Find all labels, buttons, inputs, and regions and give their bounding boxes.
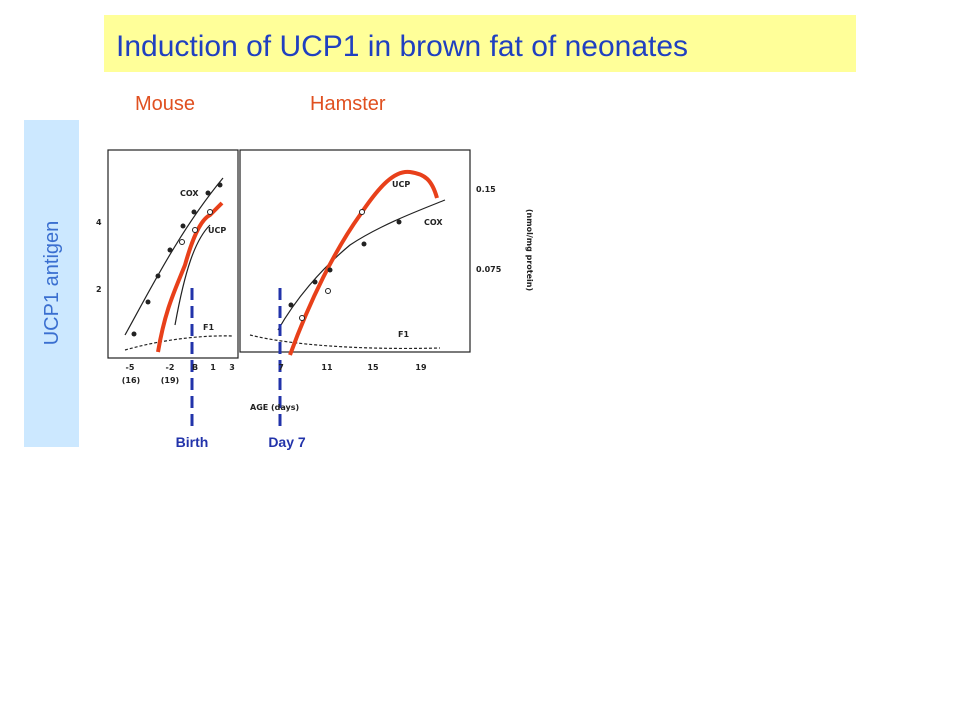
f1-curve [249,334,441,350]
figure-label: 4 [96,218,102,227]
figure-label: 15 [367,363,379,372]
panel-label: Mouse [135,93,195,115]
figure-label: -2 [166,363,175,372]
figure-label: 0.075 [476,265,502,274]
figure-label: UCP [208,226,226,235]
figure-text: COX UCP F1 UCP COX F1 4 2 0.15 0.075 (nmol/mg prot… [96,180,534,412]
figure-label: (16) [122,376,140,385]
frame [239,149,471,353]
figure-label: F1 [398,330,409,339]
side-label: UCP1 antigen [41,221,63,346]
figure-label: UCP [392,180,410,189]
figure-label: (19) [161,376,179,385]
figure-label: 11 [321,363,333,372]
points [131,182,402,337]
panel-label: Hamster [310,93,386,115]
side-box [24,120,79,447]
ucp-fit [174,224,211,326]
figure-label: B [192,363,198,372]
figure-label: 7 [278,363,284,372]
figure-label: 1 [210,363,216,372]
figure-label: -5 [126,363,135,372]
figure-label: 3 [229,363,235,372]
figure-label: 0.15 [476,185,496,194]
frame [107,149,239,359]
figure-label: F1 [203,323,214,332]
figure-label: 19 [415,363,427,372]
figure-label: COX [424,218,443,227]
ucp-curve [156,201,224,353]
cox-curve [124,177,224,336]
title-box [104,15,856,72]
figure-label: COX [180,189,199,198]
title: Induction of UCP1 in brown fat of neonat… [116,30,688,63]
scanned-figure [107,149,471,432]
f1-curve [124,335,234,351]
ucp-curve [288,169,439,356]
figure-label: (nmol/mg protein) [525,209,534,291]
cox-curve [277,199,446,331]
figure-label: 2 [96,285,102,294]
marker-label: Birth [176,434,209,450]
figure-label: AGE (days) [250,403,299,412]
marker-label: Day 7 [268,434,306,450]
